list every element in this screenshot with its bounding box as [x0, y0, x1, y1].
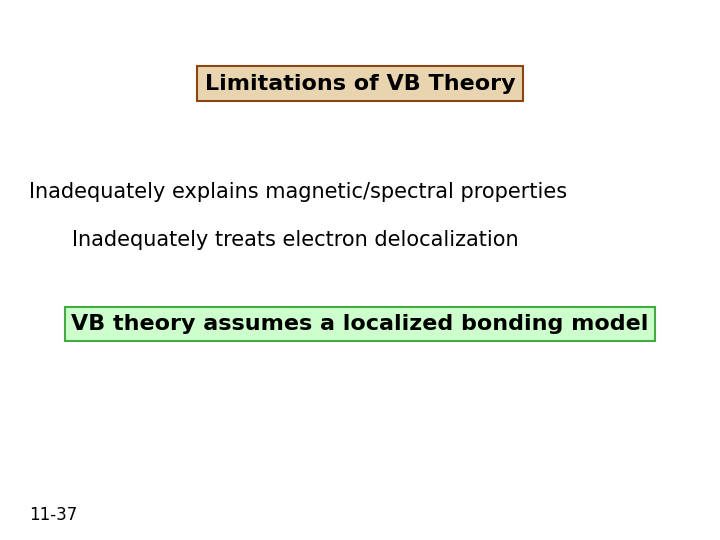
Text: Limitations of VB Theory: Limitations of VB Theory — [204, 73, 516, 94]
Text: 11-37: 11-37 — [29, 506, 77, 524]
Text: VB theory assumes a localized bonding model: VB theory assumes a localized bonding mo… — [71, 314, 649, 334]
Text: Inadequately treats electron delocalization: Inadequately treats electron delocalizat… — [72, 230, 518, 251]
Text: Inadequately explains magnetic/spectral properties: Inadequately explains magnetic/spectral … — [29, 181, 567, 202]
